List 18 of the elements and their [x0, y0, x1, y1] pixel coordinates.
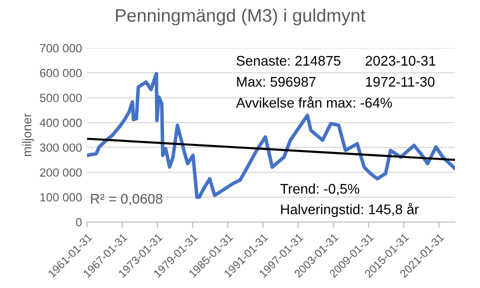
annotation: Avvikelse från max: -64%	[236, 96, 392, 108]
y-tick-label: 0	[76, 218, 82, 226]
y-tick-label: 500 000	[40, 94, 82, 102]
y-tick-label: 700 000	[40, 44, 82, 52]
annotation: Senaste: 214875	[236, 56, 340, 66]
y-tick-label: 100 000	[40, 193, 82, 202]
annotation: 1972-11-30	[366, 76, 434, 87]
annotation: Max: 596987	[237, 76, 316, 87]
annotation: Trend: -0,5%	[280, 184, 360, 196]
y-tick-label: 600 000	[40, 68, 82, 78]
chart-title: Penningmängd (M3) i guldmynt	[116, 8, 366, 26]
y-tick-label: 400 000	[40, 118, 82, 127]
y-tick-label: 300 000	[40, 143, 82, 152]
annotation: 2023-10-31	[366, 56, 436, 66]
annotation: R² = 0,0608	[91, 194, 162, 206]
y-tick-label: 200 000	[40, 168, 82, 177]
y-axis-title: miljoner	[22, 113, 34, 156]
annotation: Halveringstid: 145,8 år	[281, 202, 419, 218]
